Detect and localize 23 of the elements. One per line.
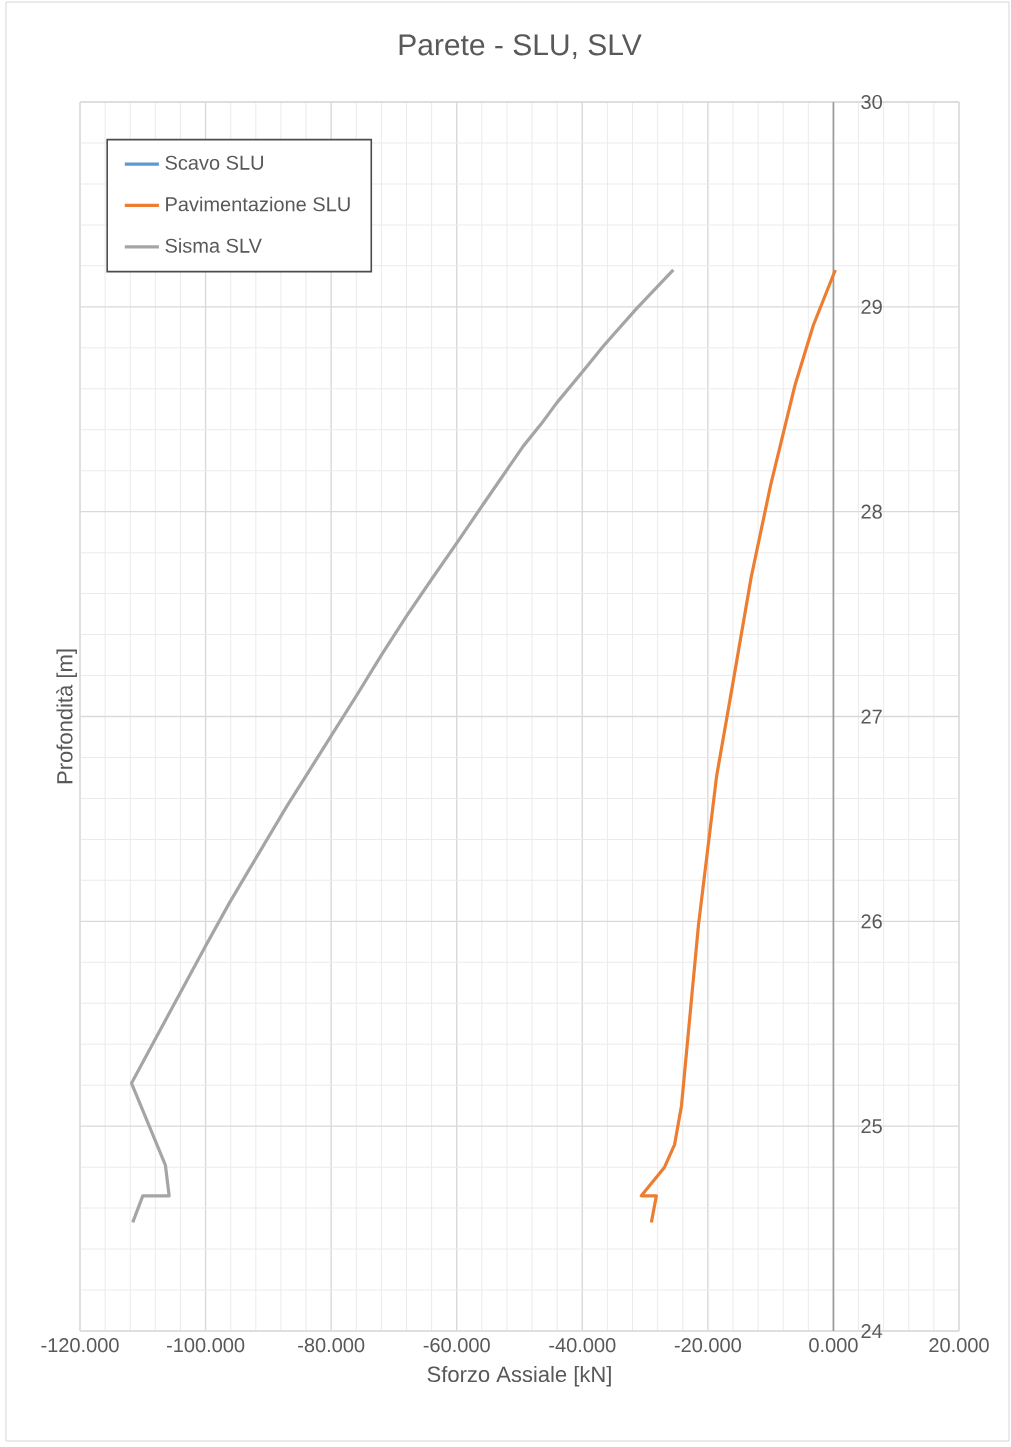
x-axis-title: Sforzo Assiale [kN]	[427, 1365, 611, 1387]
y-tick-label: 27	[861, 709, 882, 724]
x-tick-label: -100.000	[166, 1338, 245, 1353]
y-tick-label: 29	[861, 299, 882, 314]
legend-label: Pavimentazione SLU	[166, 196, 350, 212]
legend-label: Scavo SLU	[165, 155, 264, 170]
x-tick-label: -80.000	[298, 1338, 365, 1353]
y-tick-label: 24	[861, 1324, 883, 1338]
x-tick-label: -40.000	[549, 1338, 616, 1353]
chart-title: Parete - SLU, SLV	[399, 34, 642, 59]
line-series	[639, 268, 837, 1225]
y-axis-title: Profondità [m]	[56, 649, 77, 784]
y-tick-label: 25	[861, 1119, 882, 1134]
x-tick-label: -60.000	[423, 1338, 490, 1353]
y-tick-label: 26	[861, 914, 882, 929]
x-tick-label: -120.000	[41, 1338, 119, 1353]
y-tick-label: 30	[861, 94, 882, 110]
x-tick-label: -20.000	[674, 1338, 741, 1353]
line-series	[129, 268, 675, 1225]
x-tick-label: 20.000	[929, 1338, 989, 1353]
y-tick-label: 28	[861, 504, 882, 519]
legend-label: Sisma SLV	[165, 238, 262, 253]
x-tick-label: 0.000	[809, 1338, 858, 1353]
